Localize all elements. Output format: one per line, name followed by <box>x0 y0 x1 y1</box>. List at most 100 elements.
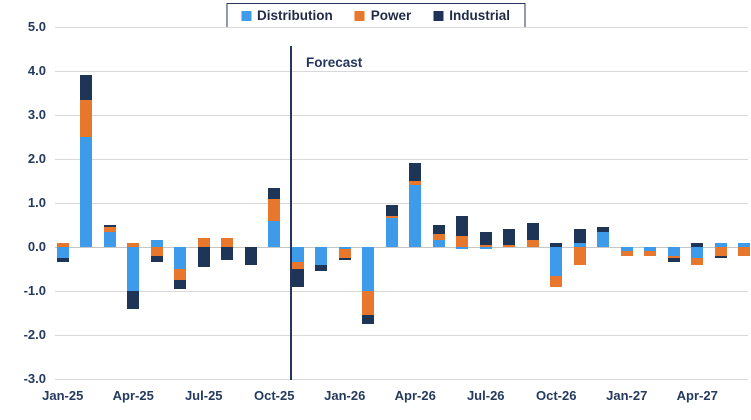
y-axis-tick-label: -1.0 <box>23 283 46 298</box>
bar-segment-industrial <box>150 255 163 263</box>
y-gridline <box>55 115 748 116</box>
legend-label: Power <box>370 8 412 23</box>
bar-segment-power <box>268 198 281 221</box>
bar-segment-industrial <box>714 255 727 258</box>
x-axis-tick-label: Apr-25 <box>112 388 154 403</box>
legend-item-power: Power <box>354 8 412 23</box>
bar-segment-power <box>127 242 140 247</box>
bar-segment-industrial <box>56 258 69 263</box>
bar-segment-industrial <box>479 231 492 245</box>
x-axis-tick-label: Oct-25 <box>254 388 295 403</box>
x-axis-tick-label: Apr-26 <box>394 388 436 403</box>
bar-segment-industrial <box>291 269 304 287</box>
bar-segment-distribution <box>691 247 704 258</box>
bar-segment-power <box>667 255 680 258</box>
bar-segment-distribution <box>597 231 610 247</box>
bar-segment-power <box>291 262 304 269</box>
bar-segment-industrial <box>667 258 680 263</box>
y-axis-tick-label: 3.0 <box>27 107 46 122</box>
chart-legend: Distribution Power Industrial <box>225 3 526 28</box>
y-axis-tick-label: 5.0 <box>27 19 46 34</box>
bar-segment-power <box>738 247 751 256</box>
bar-segment-distribution <box>174 247 187 269</box>
bar-segment-industrial <box>103 225 116 228</box>
legend-label: Distribution <box>256 8 333 23</box>
bar-segment-industrial <box>362 315 375 324</box>
bar-segment-distribution <box>738 242 751 247</box>
bar-segment-power <box>409 181 422 186</box>
bar-segment-power <box>174 269 187 280</box>
bar-segment-power <box>691 258 704 265</box>
bar-segment-power <box>432 233 445 241</box>
bar-segment-distribution <box>456 247 469 250</box>
y-axis-tick-label: 0.0 <box>27 239 46 254</box>
bar-segment-distribution <box>385 218 398 247</box>
legend-label: Industrial <box>449 8 511 23</box>
bar-segment-power <box>573 247 586 265</box>
bar-segment-industrial <box>385 205 398 217</box>
bar-segment-industrial <box>409 163 422 181</box>
bar-segment-power <box>456 236 469 247</box>
bar-segment-power <box>150 247 163 256</box>
bar-segment-power <box>526 240 539 247</box>
bar-segment-industrial <box>456 216 469 236</box>
y-axis-tick-label: 2.0 <box>27 151 46 166</box>
bar-segment-distribution <box>550 247 563 276</box>
bar-segment-industrial <box>244 247 257 265</box>
forecast-label: Forecast <box>306 55 363 70</box>
legend-item-industrial: Industrial <box>433 8 510 23</box>
bar-segment-distribution <box>315 247 328 265</box>
y-gridline <box>55 27 748 28</box>
bar-segment-distribution <box>338 247 351 250</box>
x-axis-tick-label: Oct-26 <box>536 388 577 403</box>
bar-segment-industrial <box>526 222 539 241</box>
y-axis-tick-label: 4.0 <box>27 63 46 78</box>
y-gridline <box>55 335 748 336</box>
y-gridline <box>55 379 748 380</box>
y-gridline <box>55 71 748 72</box>
legend-swatch-icon <box>240 10 251 21</box>
bar-segment-industrial <box>174 280 187 289</box>
bar-segment-distribution <box>667 247 680 256</box>
bar-segment-industrial <box>221 247 234 261</box>
y-axis-tick-label: -2.0 <box>23 327 46 342</box>
bar-segment-industrial <box>338 258 351 261</box>
forecast-divider-line <box>290 46 292 380</box>
bar-segment-industrial <box>197 247 210 267</box>
legend-swatch-icon <box>433 10 444 21</box>
x-axis-tick-label: Jul-25 <box>184 388 223 403</box>
bar-segment-industrial <box>432 225 445 234</box>
bar-segment-power <box>644 251 657 256</box>
bar-segment-distribution <box>127 247 140 291</box>
bar-segment-distribution <box>362 247 375 291</box>
legend-item-distribution: Distribution <box>240 8 333 23</box>
bar-segment-power <box>80 99 93 137</box>
y-axis-tick-label: 1.0 <box>27 195 46 210</box>
bar-segment-industrial <box>268 187 281 199</box>
x-axis-tick-label: Jul-26 <box>466 388 505 403</box>
bar-segment-power <box>103 227 116 232</box>
bar-segment-power <box>550 275 563 287</box>
bar-segment-power <box>362 291 375 316</box>
bar-segment-distribution <box>644 247 657 252</box>
bar-segment-distribution <box>291 247 304 263</box>
bar-segment-power <box>503 244 516 247</box>
bar-segment-industrial <box>127 291 140 309</box>
bar-segment-distribution <box>432 240 445 247</box>
bar-segment-industrial <box>597 227 610 232</box>
x-axis-tick-label: Apr-27 <box>676 388 718 403</box>
bar-segment-distribution <box>409 185 422 247</box>
bar-segment-distribution <box>714 242 727 247</box>
y-gridline <box>55 291 748 292</box>
y-gridline <box>55 203 748 204</box>
legend-swatch-icon <box>354 10 365 21</box>
bar-segment-distribution <box>268 220 281 247</box>
y-gridline <box>55 247 748 248</box>
bar-segment-power <box>385 216 398 219</box>
y-gridline <box>55 159 748 160</box>
bar-segment-distribution <box>103 231 116 247</box>
bar-segment-distribution <box>479 247 492 250</box>
x-axis-tick-label: Jan-26 <box>324 388 366 403</box>
bar-segment-power <box>221 238 234 247</box>
bar-segment-distribution <box>620 247 633 252</box>
